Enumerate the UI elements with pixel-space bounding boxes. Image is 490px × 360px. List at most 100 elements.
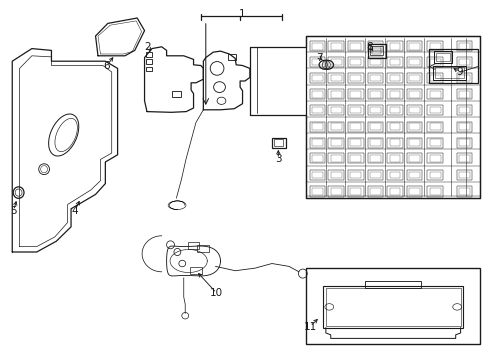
Bar — [434, 51, 452, 63]
Bar — [370, 107, 381, 113]
Bar — [387, 138, 403, 148]
Bar — [331, 75, 342, 81]
Bar — [312, 155, 323, 162]
Bar — [457, 138, 472, 148]
Bar — [312, 43, 323, 50]
Bar — [274, 139, 283, 146]
Bar — [390, 91, 400, 98]
Bar — [459, 107, 470, 113]
Bar — [409, 172, 420, 178]
Bar — [409, 91, 420, 98]
Bar — [409, 43, 420, 50]
Bar — [348, 57, 364, 67]
Bar — [370, 46, 383, 55]
Bar — [310, 170, 325, 180]
Bar — [370, 155, 381, 162]
Bar — [368, 138, 383, 148]
Bar — [328, 153, 344, 163]
Bar — [310, 122, 325, 132]
Bar — [390, 59, 400, 65]
Bar — [328, 186, 344, 197]
Bar — [368, 186, 383, 197]
Bar — [190, 267, 202, 274]
Bar — [310, 153, 325, 163]
Bar — [348, 41, 364, 51]
Bar — [430, 107, 441, 113]
Bar — [407, 186, 422, 197]
Bar — [146, 52, 152, 57]
Bar — [459, 139, 470, 146]
Bar — [328, 122, 344, 132]
Bar — [390, 155, 400, 162]
Bar — [350, 123, 361, 130]
Bar — [172, 91, 181, 97]
Bar — [331, 155, 342, 162]
Bar — [188, 242, 199, 249]
Bar — [409, 107, 420, 113]
Bar — [272, 138, 286, 148]
Text: 3: 3 — [275, 154, 282, 164]
Bar — [430, 75, 441, 81]
Bar — [390, 107, 400, 113]
Bar — [407, 122, 422, 132]
Text: 7: 7 — [316, 53, 323, 63]
Bar — [407, 73, 422, 83]
Bar — [387, 89, 403, 99]
Bar — [459, 188, 470, 195]
Bar — [387, 153, 403, 163]
Text: 4: 4 — [72, 206, 78, 216]
Bar — [328, 41, 344, 51]
Bar — [387, 122, 403, 132]
Bar — [409, 75, 420, 81]
Bar — [328, 105, 344, 115]
Bar — [312, 59, 323, 65]
Bar — [368, 73, 383, 83]
Bar — [368, 41, 383, 51]
Text: 11: 11 — [303, 321, 317, 332]
Bar — [368, 170, 383, 180]
Bar — [433, 66, 466, 80]
Text: 9: 9 — [456, 67, 463, 77]
Bar — [457, 186, 472, 197]
Bar — [310, 186, 325, 197]
Bar — [350, 107, 361, 113]
Bar — [350, 43, 361, 50]
Bar — [368, 89, 383, 99]
Bar — [457, 41, 472, 51]
Bar — [427, 41, 443, 51]
Bar — [459, 123, 470, 130]
Bar — [348, 73, 364, 83]
Bar — [368, 44, 386, 58]
Bar — [387, 105, 403, 115]
Bar — [390, 75, 400, 81]
Bar — [409, 139, 420, 146]
Bar — [427, 138, 443, 148]
Bar — [312, 75, 323, 81]
Bar — [348, 89, 364, 99]
Bar — [331, 123, 342, 130]
Bar — [331, 59, 342, 65]
Bar — [370, 43, 381, 50]
Bar — [459, 155, 470, 162]
Text: 10: 10 — [210, 288, 223, 298]
Bar — [372, 48, 381, 54]
Bar — [310, 73, 325, 83]
Bar — [407, 105, 422, 115]
Bar — [409, 155, 420, 162]
Bar — [457, 89, 472, 99]
Bar — [370, 59, 381, 65]
Bar — [390, 123, 400, 130]
Bar — [457, 73, 472, 83]
Bar — [429, 49, 478, 83]
Bar — [328, 57, 344, 67]
Bar — [370, 123, 381, 130]
Text: 2: 2 — [145, 42, 151, 52]
Bar — [459, 43, 470, 50]
Bar — [407, 170, 422, 180]
Bar — [430, 139, 441, 146]
Bar — [348, 122, 364, 132]
Bar — [350, 188, 361, 195]
Bar — [310, 41, 325, 51]
Bar — [331, 91, 342, 98]
Bar — [348, 186, 364, 197]
